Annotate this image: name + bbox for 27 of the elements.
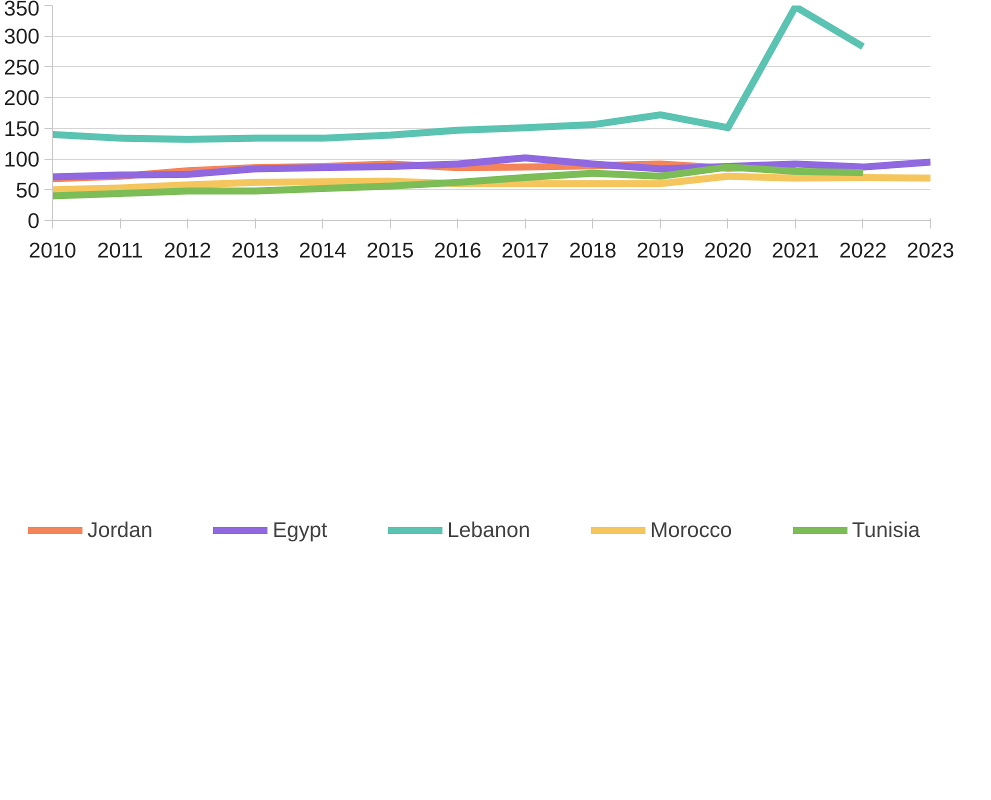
y-tick-label: 150 [4, 116, 40, 141]
legend-label: Egypt [272, 518, 328, 542]
x-tick-label: 2021 [772, 238, 820, 262]
y-tick-label: 200 [4, 86, 40, 110]
x-tick-label: 2011 [97, 238, 143, 262]
x-tick-label: 2023 [906, 238, 954, 262]
x-tick-label: 2020 [704, 238, 752, 262]
y-tick-label: 50 [16, 178, 40, 202]
x-tick-label: 2014 [298, 238, 347, 262]
legend-label: Lebanon [447, 518, 530, 542]
y-tick-label: 0 [28, 209, 40, 233]
legend-label: Tunisia [852, 518, 920, 542]
x-tick-label: 2013 [231, 238, 279, 262]
y-tick-label: 350 [4, 0, 40, 20]
legend-label: Jordan [87, 518, 153, 542]
x-tick-label: 2016 [434, 238, 482, 262]
x-tick-label: 2018 [569, 238, 617, 262]
legend-label: Morocco [650, 518, 732, 542]
x-tick-label: 2022 [839, 238, 887, 262]
x-tick-label: 2015 [366, 238, 414, 262]
y-tick-label: 100 [4, 148, 40, 172]
x-tick-label: 2019 [636, 238, 684, 262]
y-tick-label: 250 [4, 55, 40, 80]
x-tick-label: 2012 [164, 238, 212, 262]
x-tick-label: 2010 [28, 238, 76, 262]
x-tick-label: 2017 [502, 238, 549, 262]
y-tick-label: 300 [4, 24, 40, 49]
